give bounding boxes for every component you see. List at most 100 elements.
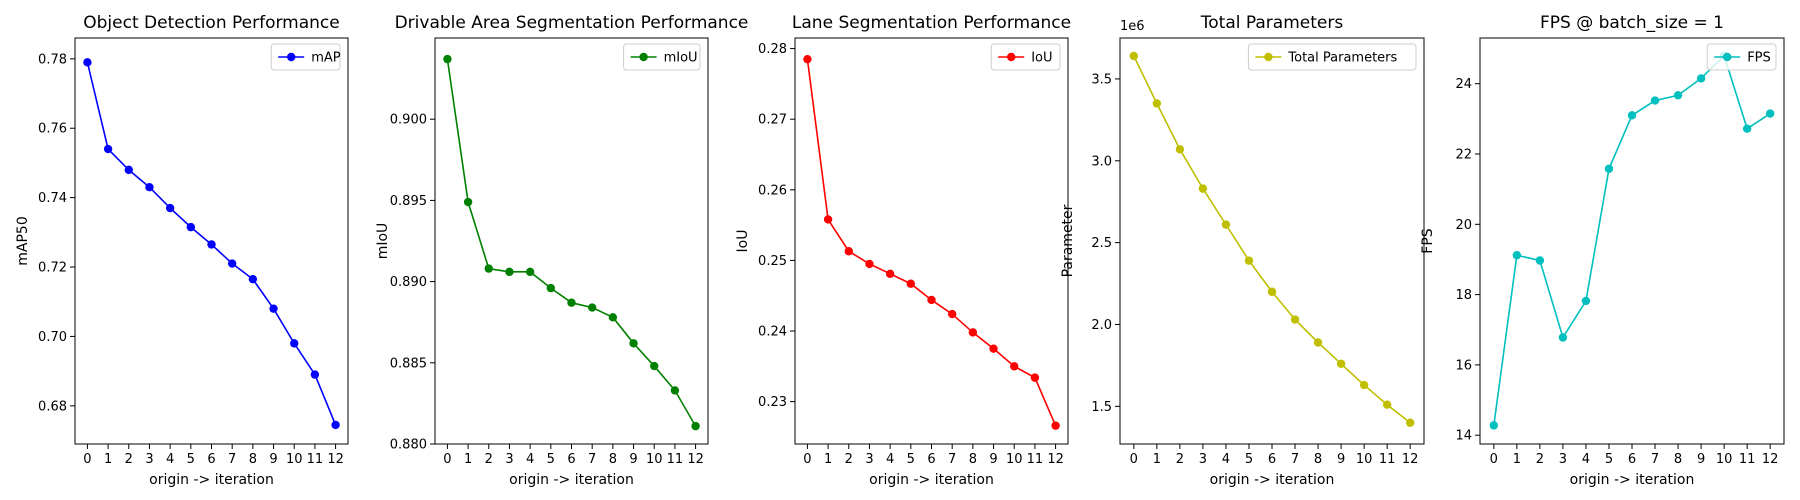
data-point bbox=[691, 421, 700, 431]
data-point bbox=[505, 267, 514, 277]
data-point bbox=[803, 54, 812, 64]
data-point bbox=[124, 165, 133, 175]
legend-box bbox=[270, 43, 341, 71]
x-tick-label: 7 bbox=[228, 452, 236, 467]
data-point bbox=[670, 386, 680, 395]
x-tick-label: 4 bbox=[526, 452, 534, 467]
legend: FPS bbox=[1706, 43, 1777, 71]
data-point bbox=[1512, 251, 1522, 260]
x-tick-label: 9 bbox=[269, 452, 277, 467]
x-tick-label: 11 bbox=[1027, 452, 1044, 467]
data-point bbox=[1405, 418, 1415, 427]
chart-title: Drivable Area Segmentation Performance bbox=[395, 13, 749, 33]
data-point bbox=[567, 298, 576, 307]
data-point bbox=[248, 274, 258, 284]
data-point bbox=[629, 339, 638, 348]
x-tick-label: 5 bbox=[1605, 452, 1613, 467]
data-point bbox=[546, 283, 556, 293]
data-point bbox=[1359, 380, 1369, 390]
data-point bbox=[1221, 220, 1231, 229]
data-point bbox=[103, 144, 113, 154]
data-point bbox=[989, 344, 998, 353]
x-tick-label: 12 bbox=[1047, 452, 1064, 467]
data-point bbox=[968, 328, 978, 337]
data-point bbox=[1535, 256, 1545, 265]
chart-title: Object Detection Performance bbox=[83, 13, 340, 33]
data-point bbox=[463, 197, 473, 207]
x-axis-label: origin -> iteration bbox=[1570, 472, 1695, 488]
y-axis-label: mIoU bbox=[375, 223, 391, 260]
x-tick-label: 0 bbox=[1130, 452, 1138, 467]
y-tick-label: 0.885 bbox=[390, 356, 427, 371]
x-tick-label: 6 bbox=[1628, 452, 1636, 467]
x-tick-label: 9 bbox=[629, 452, 637, 467]
x-tick-label: 9 bbox=[989, 452, 997, 467]
x-tick-label: 10 bbox=[286, 452, 303, 467]
x-tick-label: 7 bbox=[1291, 452, 1299, 467]
x-tick-label: 1 bbox=[1153, 452, 1161, 467]
data-point bbox=[186, 222, 196, 232]
legend-label: Total Parameters bbox=[1287, 51, 1397, 66]
plot-frame bbox=[1479, 37, 1785, 445]
x-tick-label: 10 bbox=[646, 452, 663, 467]
x-tick-label: 2 bbox=[1536, 452, 1544, 467]
x-tick-label: 6 bbox=[927, 452, 935, 467]
data-point bbox=[885, 269, 895, 279]
x-tick-label: 4 bbox=[1222, 452, 1230, 467]
y-tick-label: 18 bbox=[1455, 288, 1472, 303]
data-point bbox=[269, 304, 278, 313]
x-tick-label: 12 bbox=[1402, 452, 1419, 467]
y-tick-label: 0.25 bbox=[758, 254, 787, 269]
y-tick-label: 0.28 bbox=[758, 42, 787, 57]
data-point bbox=[1489, 421, 1499, 430]
y-tick-label: 0.74 bbox=[38, 191, 67, 206]
y-tick-label: 0.900 bbox=[390, 113, 427, 128]
y-tick-label: 16 bbox=[1455, 358, 1472, 373]
legend-box bbox=[623, 43, 701, 71]
y-tick-label: 2.0 bbox=[1091, 318, 1112, 333]
data-point bbox=[1673, 91, 1683, 100]
y-tick-label: 0.880 bbox=[390, 438, 427, 453]
x-axis-label: origin -> iteration bbox=[149, 472, 274, 488]
legend-marker bbox=[287, 52, 296, 62]
data-point bbox=[1581, 296, 1591, 306]
x-tick-label: 11 bbox=[1739, 452, 1756, 467]
y-tick-label: 0.890 bbox=[390, 275, 427, 290]
y-tick-label: 20 bbox=[1455, 218, 1472, 233]
y-tick-label: 2.5 bbox=[1091, 236, 1112, 251]
data-point bbox=[227, 259, 237, 268]
x-tick-label: 3 bbox=[505, 452, 513, 467]
data-point bbox=[1650, 96, 1660, 105]
x-tick-label: 12 bbox=[687, 452, 704, 467]
x-tick-label: 2 bbox=[125, 452, 133, 467]
y-tick-label: 0.68 bbox=[38, 399, 67, 414]
x-tick-label: 8 bbox=[1674, 452, 1682, 467]
data-point bbox=[650, 361, 659, 371]
y-offset-label: 1e6 bbox=[1120, 19, 1145, 34]
legend-box bbox=[1706, 43, 1777, 71]
x-tick-label: 3 bbox=[1559, 452, 1567, 467]
y-tick-label: 3.0 bbox=[1091, 154, 1112, 169]
x-tick-label: 12 bbox=[327, 452, 344, 467]
x-axis-label: origin -> iteration bbox=[869, 472, 994, 488]
x-tick-label: 3 bbox=[145, 452, 153, 467]
x-tick-label: 1 bbox=[824, 452, 832, 467]
y-axis-label: IoU bbox=[735, 230, 751, 253]
x-tick-label: 4 bbox=[886, 452, 894, 467]
y-tick-label: 0.72 bbox=[38, 261, 67, 276]
x-tick-label: 9 bbox=[1697, 452, 1705, 467]
x-axis-label: origin -> iteration bbox=[509, 472, 634, 488]
data-point bbox=[1267, 287, 1277, 296]
x-tick-label: 6 bbox=[1268, 452, 1276, 467]
x-tick-label: 10 bbox=[1356, 452, 1373, 467]
data-point bbox=[1244, 256, 1254, 265]
data-point bbox=[1382, 400, 1392, 409]
data-point bbox=[1198, 184, 1208, 193]
data-point bbox=[1129, 51, 1139, 61]
x-tick-label: 0 bbox=[1490, 452, 1498, 467]
x-tick-label: 10 bbox=[1006, 452, 1023, 467]
data-point bbox=[1030, 373, 1040, 382]
x-tick-label: 9 bbox=[1337, 452, 1345, 467]
